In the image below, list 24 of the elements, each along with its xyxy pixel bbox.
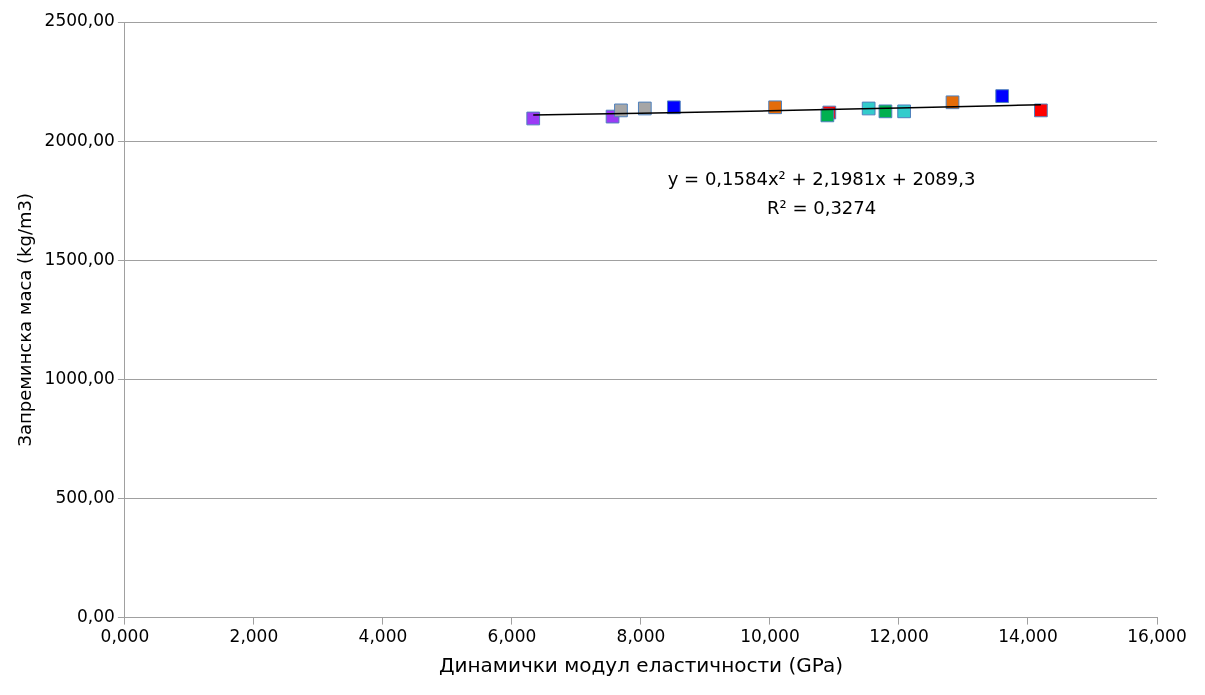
y-tick-label: 1500,00 [44, 248, 115, 269]
x-tick-label: 12,000 [869, 626, 929, 647]
x-tick-label: 4,000 [358, 626, 408, 647]
y-tick-label: 0,00 [77, 606, 115, 627]
y-tick-label: 2500,00 [44, 10, 115, 31]
x-tick-label: 16,000 [1127, 626, 1187, 647]
point [614, 103, 628, 118]
y-axis-title: Запреминска маса (kg/m3) [14, 193, 36, 447]
x-tick-label: 6,000 [487, 626, 537, 647]
y-tick-label: 1000,00 [44, 367, 115, 388]
x-tick-label: 10,000 [740, 626, 800, 647]
y-tick-label: 500,00 [55, 486, 115, 507]
x-tick-label: 2,000 [229, 626, 279, 647]
point [1034, 103, 1048, 118]
annotation: R² = 0,3274 [766, 196, 877, 218]
x-tick-label: 8,000 [616, 626, 666, 647]
point [666, 100, 681, 115]
x-tick-label: 14,000 [998, 626, 1058, 647]
annotation: y = 0,1584x² + 2,1981x + 2089,3 [667, 167, 976, 189]
x-tick-label: 0,000 [100, 626, 150, 647]
y-tick-label: 2000,00 [44, 129, 115, 150]
x-axis-title: Динамички модул еластичности (GPa) [438, 653, 843, 678]
point [526, 111, 541, 126]
point [995, 89, 1010, 103]
